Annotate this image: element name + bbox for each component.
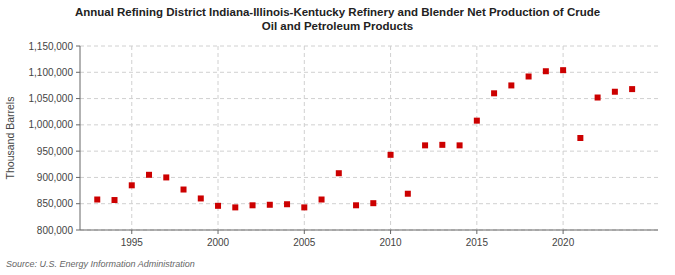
point (146, 172, 152, 178)
grid-line-y (80, 203, 658, 204)
grid (80, 46, 658, 230)
y-tick-label: 1,050,000 (29, 93, 74, 104)
x-tick-label: 1995 (121, 237, 144, 248)
title: Annual Refining District Indiana-Illinoi… (75, 6, 600, 32)
y-tick-label: 1,100,000 (29, 67, 74, 78)
x-tick-label: 2000 (207, 237, 230, 248)
y-tick (76, 230, 80, 231)
point (474, 118, 480, 124)
point (112, 197, 118, 203)
y-tick-label: 900,000 (37, 172, 74, 183)
x-tick (304, 230, 305, 234)
point (215, 203, 221, 209)
y-tick (76, 151, 80, 152)
point (577, 135, 583, 141)
y-tick (76, 177, 80, 178)
y-tick-label: 950,000 (37, 146, 74, 157)
point (508, 82, 514, 88)
grid-line-x (131, 46, 132, 230)
point (439, 142, 445, 148)
point (405, 191, 411, 197)
y-tick (76, 72, 80, 73)
point (370, 200, 376, 206)
x-tick (390, 230, 391, 234)
chart: Annual Refining District Indiana-Illinoi… (0, 0, 675, 275)
y-tick (76, 46, 80, 47)
grid-line-y (80, 72, 658, 73)
y-tick-label: 850,000 (37, 198, 74, 209)
point (181, 187, 187, 193)
point (94, 197, 100, 203)
grid-line-y (80, 124, 658, 125)
points (94, 67, 635, 210)
point (267, 202, 273, 208)
grid-line-y (80, 46, 658, 47)
y-tick (76, 124, 80, 125)
point (526, 73, 532, 79)
grid-line-x (218, 46, 219, 230)
point (353, 202, 359, 208)
point (284, 201, 290, 207)
point (491, 90, 497, 96)
y-axis-label: Thousand Barrels (4, 97, 16, 180)
point (301, 204, 307, 210)
y-tick (76, 203, 80, 204)
title-line: Oil and Petroleum Products (262, 20, 413, 32)
grid-line-x (304, 46, 305, 230)
x-axis-line (80, 230, 658, 231)
y-tick-label: 800,000 (37, 225, 74, 236)
y-tick-label: 1,000,000 (29, 119, 74, 130)
grid-line-x (476, 46, 477, 230)
grid-line-y (80, 230, 658, 231)
title-line: Annual Refining District Indiana-Illinoi… (75, 6, 600, 18)
grid-line-x (390, 46, 391, 230)
point (629, 86, 635, 92)
point (422, 142, 428, 148)
point (163, 174, 169, 180)
point (388, 152, 394, 158)
axes: 800,000 850,000 900,000 950,000 1,000,000 1,0… (29, 41, 659, 249)
grid-line-x (563, 46, 564, 230)
point (319, 197, 325, 203)
y-tick (76, 98, 80, 99)
point (250, 202, 256, 208)
point (612, 89, 618, 95)
x-tick (218, 230, 219, 234)
point (129, 182, 135, 188)
x-tick-label: 2005 (293, 237, 316, 248)
x-tick (131, 230, 132, 234)
source: Source: U.S. Energy Information Administ… (6, 259, 195, 269)
point (560, 67, 566, 73)
point (595, 95, 601, 101)
point (336, 170, 342, 176)
grid-line-y (80, 151, 658, 152)
point (232, 204, 238, 210)
x-tick-label: 2020 (552, 237, 575, 248)
point (198, 195, 204, 201)
point (543, 68, 549, 74)
grid-line-y (80, 98, 658, 99)
point (457, 142, 463, 148)
y-tick-label: 1,150,000 (29, 41, 74, 52)
x-tick (476, 230, 477, 234)
x-tick-label: 2010 (379, 237, 402, 248)
x-tick-label: 2015 (466, 237, 489, 248)
y-axis-line (80, 46, 81, 230)
x-tick (563, 230, 564, 234)
